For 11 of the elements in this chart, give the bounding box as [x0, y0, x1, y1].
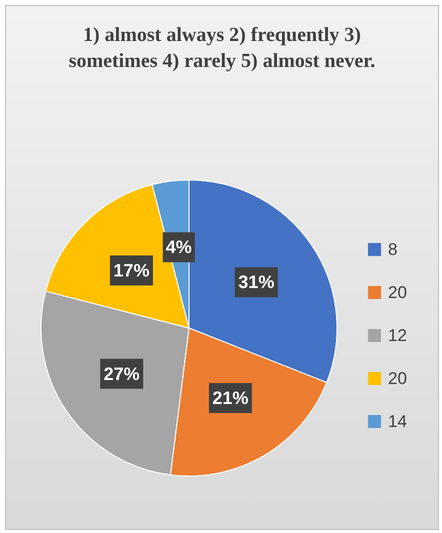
legend-label: 20	[388, 368, 407, 388]
data-label: 27%	[104, 364, 140, 384]
data-label: 21%	[212, 388, 248, 408]
legend-label: 14	[388, 412, 407, 432]
legend-label: 20	[388, 282, 407, 302]
data-label: 17%	[113, 260, 150, 280]
slice-label: 8	[388, 240, 398, 260]
legend-label: 12	[388, 326, 407, 346]
data-label: 4%	[166, 237, 192, 258]
data-label: 31%	[238, 272, 274, 292]
chart-title: 1) almost always 2) frequently 3) sometimes 4) rarely 5) almost never.	[68, 23, 376, 74]
